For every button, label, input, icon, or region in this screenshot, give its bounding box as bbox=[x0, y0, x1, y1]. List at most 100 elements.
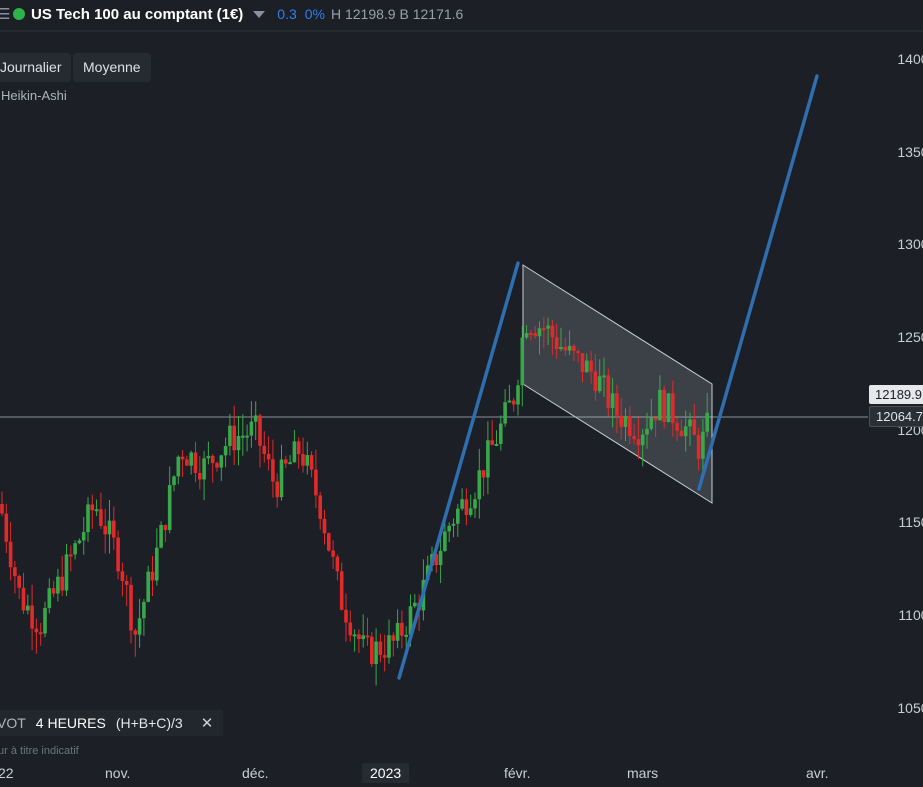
candle-body bbox=[434, 554, 439, 565]
close-icon[interactable]: ✕ bbox=[200, 715, 214, 732]
candle-body bbox=[146, 571, 150, 602]
candle-body bbox=[473, 499, 477, 509]
candle-body bbox=[64, 554, 69, 591]
candle-body bbox=[279, 459, 284, 498]
candle-body bbox=[292, 441, 297, 463]
candle-body bbox=[133, 630, 138, 635]
y-tick-label: 11000.0 bbox=[898, 607, 923, 623]
candle-body bbox=[511, 400, 516, 405]
candle-body bbox=[236, 436, 241, 451]
candle-body bbox=[357, 634, 361, 640]
candle-body bbox=[696, 434, 701, 459]
candle-body bbox=[692, 419, 697, 435]
candle-body bbox=[150, 571, 155, 581]
candle-body bbox=[120, 571, 125, 582]
formula-label: (H+B+C)/3 bbox=[115, 715, 183, 731]
candle-body bbox=[339, 571, 344, 610]
candle-body bbox=[38, 632, 43, 635]
candle-body bbox=[520, 337, 525, 386]
candle-type-label: Heikin-Ashi bbox=[1, 88, 67, 103]
candle-body bbox=[701, 431, 705, 459]
period-selector[interactable]: Journalier bbox=[0, 53, 72, 82]
candle-body bbox=[309, 455, 314, 470]
candle-body bbox=[155, 547, 159, 581]
candle-body bbox=[606, 375, 611, 408]
candle-body bbox=[99, 509, 103, 526]
candle-body bbox=[94, 509, 99, 512]
candle-body bbox=[666, 393, 671, 423]
candle-body bbox=[537, 328, 542, 337]
candle-body bbox=[688, 419, 692, 427]
candle-body bbox=[17, 576, 21, 588]
y-tick-label: 13000.0 bbox=[897, 236, 923, 252]
candle-body bbox=[628, 416, 632, 436]
candle-body bbox=[464, 499, 469, 515]
candle-body bbox=[494, 443, 499, 446]
candle-body bbox=[640, 434, 645, 446]
candle-body bbox=[456, 508, 460, 524]
candle-body bbox=[408, 606, 413, 635]
candle-body bbox=[296, 441, 301, 455]
candle-body bbox=[615, 393, 619, 416]
price-change-percent: 0% bbox=[304, 6, 325, 22]
candle-body bbox=[610, 393, 615, 408]
moving-average-button[interactable]: Moyenne bbox=[73, 53, 151, 82]
period-label: Journalier bbox=[0, 59, 62, 75]
candle-body bbox=[404, 634, 408, 637]
candle-body bbox=[314, 469, 318, 496]
candle-body bbox=[142, 601, 146, 619]
instrument-name[interactable]: US Tech 100 au comptant (1€) bbox=[31, 5, 244, 23]
y-tick-label: 13500.0 bbox=[897, 144, 923, 160]
high-low-readout: H 12198.9 B 12171.6 bbox=[330, 6, 464, 22]
candle-body bbox=[4, 513, 9, 542]
candle-body bbox=[112, 520, 116, 538]
candle-body bbox=[219, 455, 224, 468]
candle-body bbox=[499, 423, 503, 444]
moving-average-label: Moyenne bbox=[83, 59, 141, 75]
candle-body bbox=[172, 476, 176, 486]
y-tick-label: 14000.0 bbox=[897, 51, 923, 67]
candle-body bbox=[365, 635, 370, 638]
candle-body bbox=[585, 360, 589, 373]
trendline-up-right bbox=[697, 74, 819, 491]
candle-body bbox=[81, 532, 86, 541]
candle-body bbox=[524, 333, 529, 338]
candle-body bbox=[86, 504, 90, 533]
candle-body bbox=[215, 463, 219, 468]
candle-body bbox=[576, 350, 580, 354]
candle-body bbox=[107, 520, 112, 535]
price-change: 0.3 bbox=[277, 6, 297, 22]
candle-body bbox=[180, 456, 185, 460]
candle-body bbox=[671, 393, 675, 424]
candle-body bbox=[516, 385, 520, 405]
candle-body bbox=[352, 634, 357, 637]
candle-body bbox=[391, 635, 396, 641]
candle-body bbox=[167, 485, 172, 531]
candle-body bbox=[658, 389, 662, 421]
candle-body bbox=[662, 389, 666, 423]
chevron-down-icon[interactable] bbox=[253, 10, 266, 18]
timeframe-label[interactable]: 4 HEURES bbox=[35, 715, 106, 731]
market-status-icon bbox=[13, 8, 25, 20]
candle-body bbox=[193, 452, 198, 473]
candle-body bbox=[241, 435, 245, 438]
candle-body bbox=[253, 415, 258, 422]
pivot-indicator-bar: VOT 4 HEURES (H+B+C)/3 ✕ bbox=[0, 710, 224, 736]
trendline-up-left bbox=[397, 261, 520, 680]
candle-body bbox=[137, 618, 142, 635]
candle-body bbox=[623, 416, 628, 427]
candle-body bbox=[60, 576, 64, 591]
candle-body bbox=[327, 533, 331, 551]
candle-body bbox=[438, 550, 443, 565]
candle-body bbox=[563, 346, 568, 351]
candle-body bbox=[245, 435, 249, 438]
candle-body bbox=[559, 346, 563, 350]
candle-body bbox=[486, 440, 490, 478]
price-tag-bid: 12064.7 bbox=[869, 406, 923, 427]
candle-body bbox=[73, 543, 77, 555]
candle-body bbox=[0, 504, 4, 514]
candle-body bbox=[533, 333, 537, 337]
menu-edge-icon[interactable]: ☰ bbox=[0, 6, 11, 23]
price-tag-ask: 12189.9 bbox=[869, 385, 923, 404]
